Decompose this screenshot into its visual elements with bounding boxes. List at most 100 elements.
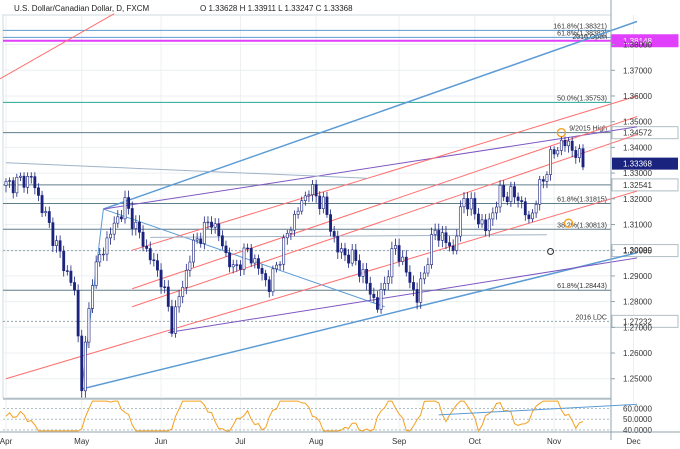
- candle-body-80: [293, 213, 296, 231]
- marker-circle-low: [547, 247, 555, 255]
- month-label: May: [74, 437, 89, 446]
- ma-slow: [5, 162, 367, 179]
- candle-body-69: [253, 258, 257, 264]
- level-label-7: 38.2%(1.30813): [557, 222, 607, 229]
- candle-body-112: [408, 271, 412, 283]
- candle-body-21: [80, 335, 84, 392]
- candle-body-44: [163, 286, 167, 288]
- candle-body-97: [354, 249, 358, 261]
- candle-body-47: [174, 306, 177, 334]
- marker-circle-mid: [563, 218, 574, 228]
- candle-body-49: [181, 286, 185, 297]
- candle-body-101: [368, 282, 372, 295]
- candle-body-135: [491, 212, 495, 220]
- candle-body-106: [386, 276, 390, 284]
- candle-body-8: [33, 176, 37, 189]
- candle-body-20: [76, 289, 80, 337]
- candle-body-67: [246, 247, 250, 250]
- candle-body-1: [8, 180, 12, 182]
- candle-body-77: [282, 237, 286, 265]
- candles: [4, 136, 585, 398]
- price-tick-label: 1.36000: [623, 92, 652, 101]
- candle-body-129: [469, 198, 473, 210]
- candle-body-110: [401, 256, 405, 262]
- candle-body-136: [495, 206, 498, 214]
- candle-body-81: [296, 210, 300, 215]
- ma-mid: [150, 234, 547, 238]
- level-tag-5: 1.32541: [623, 181, 652, 190]
- candle-body-70: [257, 258, 260, 269]
- chart-symbol-title: U.S. Dollar/Canadian Dollar, D, FXCM: [14, 4, 149, 13]
- trend-red-3: [132, 116, 638, 290]
- trend-blue-upper: [103, 20, 638, 210]
- candle-body-158: [574, 150, 578, 158]
- candle-body-144: [523, 201, 527, 216]
- candle-body-9: [37, 187, 40, 196]
- candle-body-11: [44, 211, 48, 214]
- time-axis[interactable]: Apr May Jun Jul Aug Sep Oct Nov Dec: [0, 431, 680, 446]
- month-label: Apr: [0, 437, 13, 446]
- candle-body-27: [101, 253, 105, 256]
- candle-body-48: [177, 296, 181, 308]
- candle-body-100: [365, 269, 369, 284]
- candle-body-23: [87, 308, 91, 343]
- candle-body-130: [473, 198, 477, 215]
- trend-blue-lower: [81, 252, 638, 390]
- candle-body-87: [318, 195, 322, 210]
- current-price-tag-bg: [612, 157, 678, 170]
- price-tick-label: 1.34000: [623, 143, 652, 152]
- candle-body-115: [419, 278, 423, 303]
- price-axis[interactable]: 1.25000 1.26000 1.27000 1.28000 1.29000 1.300…: [610, 0, 678, 440]
- candle-body-31: [116, 216, 120, 224]
- price-tick-label: 1.30000: [623, 246, 652, 255]
- candle-body-134: [487, 218, 491, 232]
- candle-body-150: [545, 174, 549, 182]
- candle-body-109: [397, 245, 401, 262]
- candle-body-124: [451, 245, 455, 251]
- candle-body-107: [390, 248, 394, 278]
- candle-body-12: [47, 211, 51, 223]
- price-tick-label: 1.26000: [623, 349, 652, 358]
- candle-body-145: [527, 214, 531, 220]
- candle-body-16: [62, 250, 66, 272]
- candle-body-133: [484, 219, 488, 232]
- candle-body-14: [55, 240, 58, 246]
- candle-body-4: [19, 175, 22, 178]
- candle-body-59: [217, 223, 221, 237]
- price-tick-label: 1.35000: [623, 118, 652, 127]
- candle-body-147: [534, 204, 538, 214]
- rsi-level-label-0: 60.0000: [623, 405, 652, 414]
- month-label: Jul: [235, 437, 245, 446]
- candle-body-75: [275, 264, 278, 270]
- candle-body-72: [264, 273, 268, 281]
- candle-body-102: [372, 293, 376, 298]
- candle-body-140: [509, 186, 513, 202]
- candle-body-118: [430, 234, 433, 265]
- candle-body-7: [29, 176, 33, 178]
- level-label-2: 2016 Open: [572, 34, 607, 41]
- candle-body-29: [109, 233, 112, 239]
- level-tag-2: 1.38148: [623, 37, 652, 46]
- candle-body-26: [98, 254, 102, 263]
- candle-body-78: [285, 233, 289, 239]
- candle-body-50: [184, 270, 188, 288]
- candle-body-113: [412, 282, 415, 290]
- candle-body-43: [159, 269, 163, 288]
- trend-red-1: [5, 190, 638, 380]
- candle-body-36: [134, 221, 138, 229]
- candle-body-138: [502, 185, 506, 198]
- candle-body-139: [505, 196, 509, 202]
- candle-body-37: [138, 221, 141, 233]
- level-label-1: 61.8%(1.38383): [557, 30, 607, 37]
- price-tick-label: 1.31000: [623, 220, 652, 229]
- candle-body-35: [130, 208, 134, 229]
- candle-body-57: [210, 221, 213, 228]
- price-tick-label: 1.25000: [623, 375, 652, 384]
- candle-body-79: [289, 229, 293, 234]
- candle-body-131: [477, 213, 480, 225]
- candle-body-2: [11, 180, 15, 194]
- candle-body-126: [458, 206, 462, 237]
- candle-body-33: [123, 197, 127, 220]
- level-tag-10: 1.27232: [623, 317, 652, 326]
